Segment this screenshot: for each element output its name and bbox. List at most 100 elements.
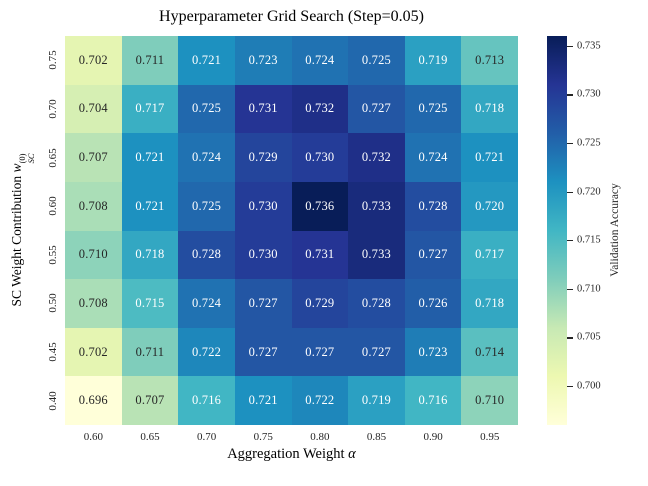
y-tick-label: 0.50 [47,293,59,314]
heatmap-cell: 0.720 [461,181,518,231]
y-axis-label-subscript: SC [25,153,36,164]
y-axis-label-text: SC Weight Contribution [9,172,24,307]
chart-title: Hyperparameter Grid Search (Step=0.05) [159,8,424,25]
y-tick-label: 0.40 [47,391,59,411]
heatmap-cell: 0.722 [178,327,235,377]
colorbar-tick-label: 0.700 [577,380,601,392]
heatmap-cell: 0.713 [461,36,518,85]
heatmap-cell: 0.725 [178,84,235,134]
heatmap-cell: 0.722 [291,376,349,425]
heatmap-cell: 0.711 [121,36,179,85]
colorbar-tick-label: 0.710 [577,283,601,295]
x-tick-label: 0.90 [423,431,443,443]
heatmap-cell: 0.702 [65,36,122,85]
colorbar [547,36,567,425]
colorbar-tick-mark [567,240,573,242]
colorbar-tick-mark [567,45,573,47]
heatmap-cell: 0.721 [121,133,179,182]
colorbar-tick-mark [567,288,573,291]
heatmap-cell: 0.733 [348,230,405,280]
y-tick-label: 0.45 [47,342,59,362]
heatmap-cell: 0.721 [234,376,292,425]
colorbar-tick-mark [567,386,573,388]
heatmap-cell: 0.711 [121,327,179,377]
heatmap-cell: 0.729 [234,133,292,182]
heatmap-cell: 0.721 [121,181,179,231]
heatmap-cell: 0.717 [121,84,179,134]
colorbar-tick-mark [567,191,573,193]
heatmap-cell: 0.733 [348,181,405,231]
x-tick-label: 0.85 [366,431,387,443]
heatmap-cell: 0.730 [234,230,292,280]
heatmap-cell: 0.719 [404,36,462,85]
x-tick-label: 0.70 [196,431,217,443]
heatmap-cell: 0.704 [65,84,122,134]
heatmap-cell: 0.721 [461,133,518,182]
heatmap-cell: 0.718 [121,230,179,280]
y-tick-label: 0.60 [47,196,59,216]
heatmap-cell: 0.727 [404,230,462,280]
heatmap-cell: 0.708 [65,279,122,328]
heatmap-cell: 0.727 [234,279,292,328]
x-tick-label: 0.75 [253,431,273,443]
colorbar-label: Validation Accuracy [609,183,621,277]
heatmap-cell: 0.728 [178,230,235,280]
heatmap-cell: 0.727 [234,327,292,377]
heatmap-cell: 0.732 [348,133,405,182]
y-tick-label: 0.70 [47,99,59,119]
heatmap-cell: 0.715 [121,279,179,328]
heatmap-cell: 0.721 [178,36,235,85]
heatmap-cell: 0.727 [348,327,405,377]
heatmap-cell: 0.725 [404,84,462,134]
heatmap-cell: 0.728 [404,181,462,231]
heatmap-cell: 0.731 [234,84,292,134]
y-axis-label-scripts: (0) SC [17,153,36,164]
heatmap-cell: 0.723 [404,327,462,377]
colorbar-tick-mark [567,94,573,96]
heatmap-cell: 0.707 [121,376,179,425]
y-axis-label: SC Weight Contribution w (0) SC [9,153,36,307]
heatmap-cell: 0.710 [461,376,518,425]
heatmap-cell: 0.718 [461,279,518,328]
heatmap-cell: 0.707 [65,133,122,182]
y-tick-label: 0.65 [47,147,59,168]
heatmap-cell: 0.724 [178,133,235,182]
colorbar-tick-mark [567,337,573,339]
x-axis-label-alpha: α [348,446,356,462]
colorbar-tick-label: 0.705 [577,331,601,343]
heatmap-cell: 0.717 [461,230,518,280]
heatmap-cell: 0.729 [291,279,349,328]
x-tick-label: 0.95 [480,431,500,443]
heatmap-cell: 0.724 [404,133,462,182]
heatmap-cell: 0.725 [178,181,235,231]
heatmap-cell: 0.716 [404,376,462,425]
heatmap-cell: 0.716 [178,376,235,425]
colorbar-tick-label: 0.730 [577,88,601,100]
y-tick-label: 0.75 [47,50,59,70]
heatmap-cell: 0.730 [234,181,292,231]
heatmap-cell: 0.723 [234,36,292,85]
heatmap-cell: 0.730 [291,133,349,182]
colorbar-tick-label: 0.715 [577,234,601,246]
heatmap-cell: 0.736 [291,181,349,231]
heatmap-cell: 0.731 [291,230,349,280]
colorbar-tick-mark [567,142,573,145]
heatmap-cell: 0.725 [348,36,405,85]
heatmap-cell: 0.727 [348,84,405,134]
x-tick-label: 0.60 [83,431,103,443]
heatmap-cell: 0.708 [65,181,122,231]
y-tick-label: 0.55 [47,245,59,265]
heatmap-cell: 0.726 [404,279,462,328]
heatmap-cell: 0.719 [348,376,405,425]
heatmap: 0.702 0.711 0.721 0.723 0.724 0.725 0.719 0.713… [65,36,518,425]
colorbar-tick-label: 0.735 [577,40,601,52]
heatmap-cell: 0.732 [291,84,349,134]
heatmap-cell: 0.724 [291,36,349,85]
colorbar-tick-label: 0.720 [577,186,601,198]
heatmap-cell: 0.714 [461,327,518,377]
colorbar-tick-label: 0.725 [577,137,601,149]
heatmap-cell: 0.702 [65,327,122,377]
heatmap-cell: 0.728 [348,279,405,328]
x-axis-label-text: Aggregation Weight [227,446,349,462]
y-axis-label-variable: w [9,163,24,173]
